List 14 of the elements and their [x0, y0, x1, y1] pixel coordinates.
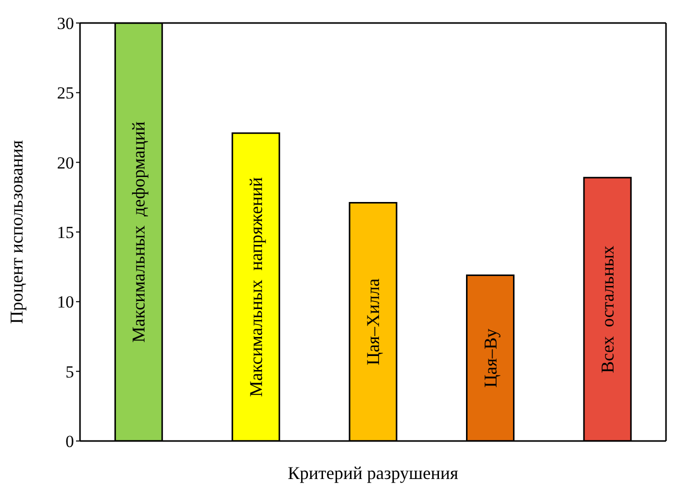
- y-tick-label: 10: [57, 292, 74, 312]
- y-axis-title: Процент использования: [6, 140, 26, 324]
- y-tick-label: 0: [66, 432, 74, 452]
- x-tick-label: Цая–Хилла: [363, 278, 384, 366]
- x-axis-title: Критерий разрушения: [288, 463, 458, 483]
- y-tick-label: 15: [57, 223, 74, 242]
- x-tick-label: Максимальных напряжений: [246, 176, 266, 397]
- y-tick-label: 20: [57, 153, 74, 172]
- y-tick-label: 30: [57, 14, 74, 34]
- x-tick-label: Максимальных деформаций: [128, 121, 149, 343]
- x-tick-label: Цая–Ву: [480, 328, 500, 388]
- y-tick-label: 5: [66, 362, 74, 382]
- x-tick-label: Всех остальных: [597, 246, 618, 374]
- y-tick-label: 25: [57, 84, 74, 103]
